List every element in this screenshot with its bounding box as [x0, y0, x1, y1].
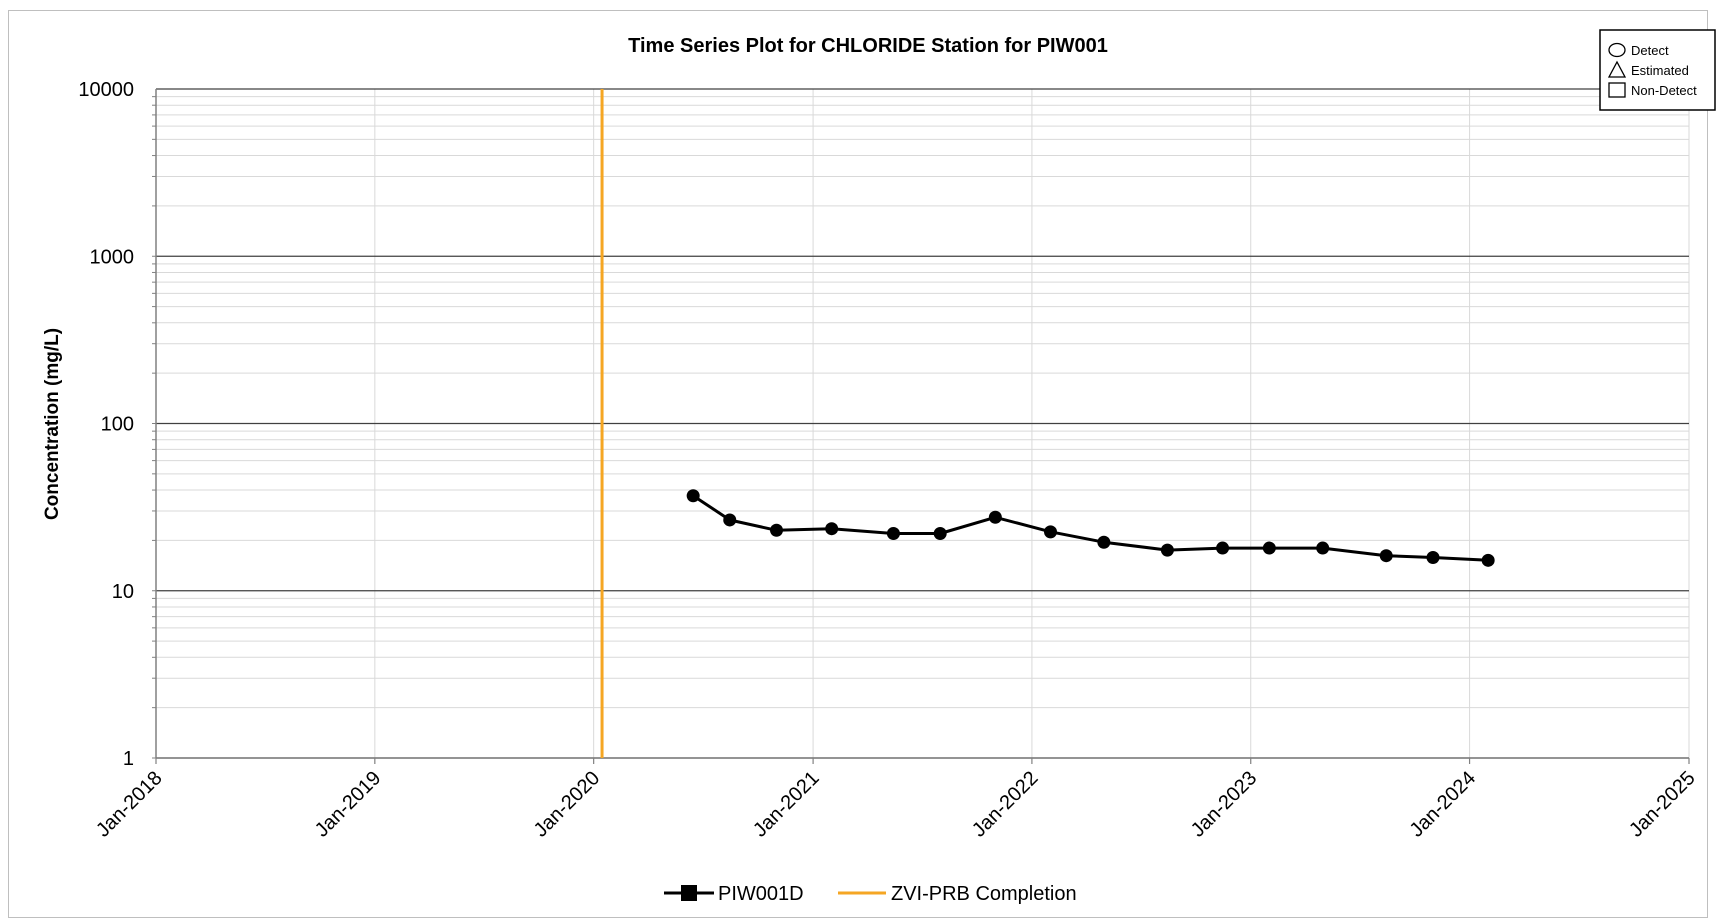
data-point	[1043, 525, 1057, 539]
y-tick-label: 10000	[78, 79, 134, 101]
data-point	[770, 523, 784, 537]
y-tick-label: 1000	[90, 246, 135, 268]
y-tick-labels: 1 10 100 1000 10000	[78, 79, 134, 770]
x-tick-label: Jan-2023	[1187, 767, 1262, 842]
y-tick-label: 100	[101, 414, 134, 436]
symbol-legend-label: Detect	[1631, 43, 1669, 58]
axes	[152, 89, 1690, 764]
data-point	[933, 526, 947, 540]
data-point	[1262, 541, 1276, 555]
data-point	[723, 513, 737, 527]
symbol-legend-label: Estimated	[1631, 63, 1689, 78]
x-tick-labels: Jan-2018 Jan-2019 Jan-2020 Jan-2021 Jan-2022…	[92, 767, 1700, 842]
data-point	[1481, 553, 1495, 567]
y-tick-label: 10	[112, 581, 134, 603]
legend-marker-square	[681, 885, 697, 901]
x-tick-label: Jan-2024	[1406, 767, 1481, 842]
chart-frame	[8, 10, 1708, 918]
data-point	[886, 526, 900, 540]
x-tick-label: Jan-2022	[968, 767, 1043, 842]
x-tick-label: Jan-2020	[530, 767, 605, 842]
y-axis-title: Concentration (mg/L)	[42, 328, 63, 520]
data-point	[825, 522, 839, 536]
data-point	[988, 510, 1002, 524]
data-point	[1160, 543, 1174, 557]
symbol-legend: Detect Estimated Non-Detect	[1599, 29, 1716, 111]
y-tick-label: 1	[123, 748, 134, 770]
data-point	[1379, 549, 1393, 563]
series-line-piw001d	[692, 494, 1489, 562]
data-point	[1316, 541, 1330, 555]
x-tick-label: Jan-2021	[749, 767, 824, 842]
data-point	[686, 489, 700, 503]
x-tick-label: Jan-2025	[1625, 767, 1700, 842]
legend: PIW001D ZVI-PRB Completion	[664, 883, 1077, 905]
triangle-symbol-icon	[1607, 60, 1627, 78]
series-layer	[686, 489, 1495, 567]
square-symbol-icon	[1608, 82, 1626, 98]
data-point	[1216, 541, 1230, 555]
data-point	[1097, 535, 1111, 549]
data-point	[1426, 551, 1440, 565]
circle-symbol-icon	[1608, 42, 1626, 58]
x-tick-label: Jan-2019	[311, 767, 386, 842]
legend-label-zvi-prb: ZVI-PRB Completion	[891, 883, 1077, 905]
chart-title: Time Series Plot for CHLORIDE Station fo…	[628, 35, 1108, 57]
x-tick-label: Jan-2018	[92, 767, 167, 842]
symbol-legend-label: Non-Detect	[1631, 83, 1697, 98]
legend-label-piw001d: PIW001D	[718, 883, 804, 905]
